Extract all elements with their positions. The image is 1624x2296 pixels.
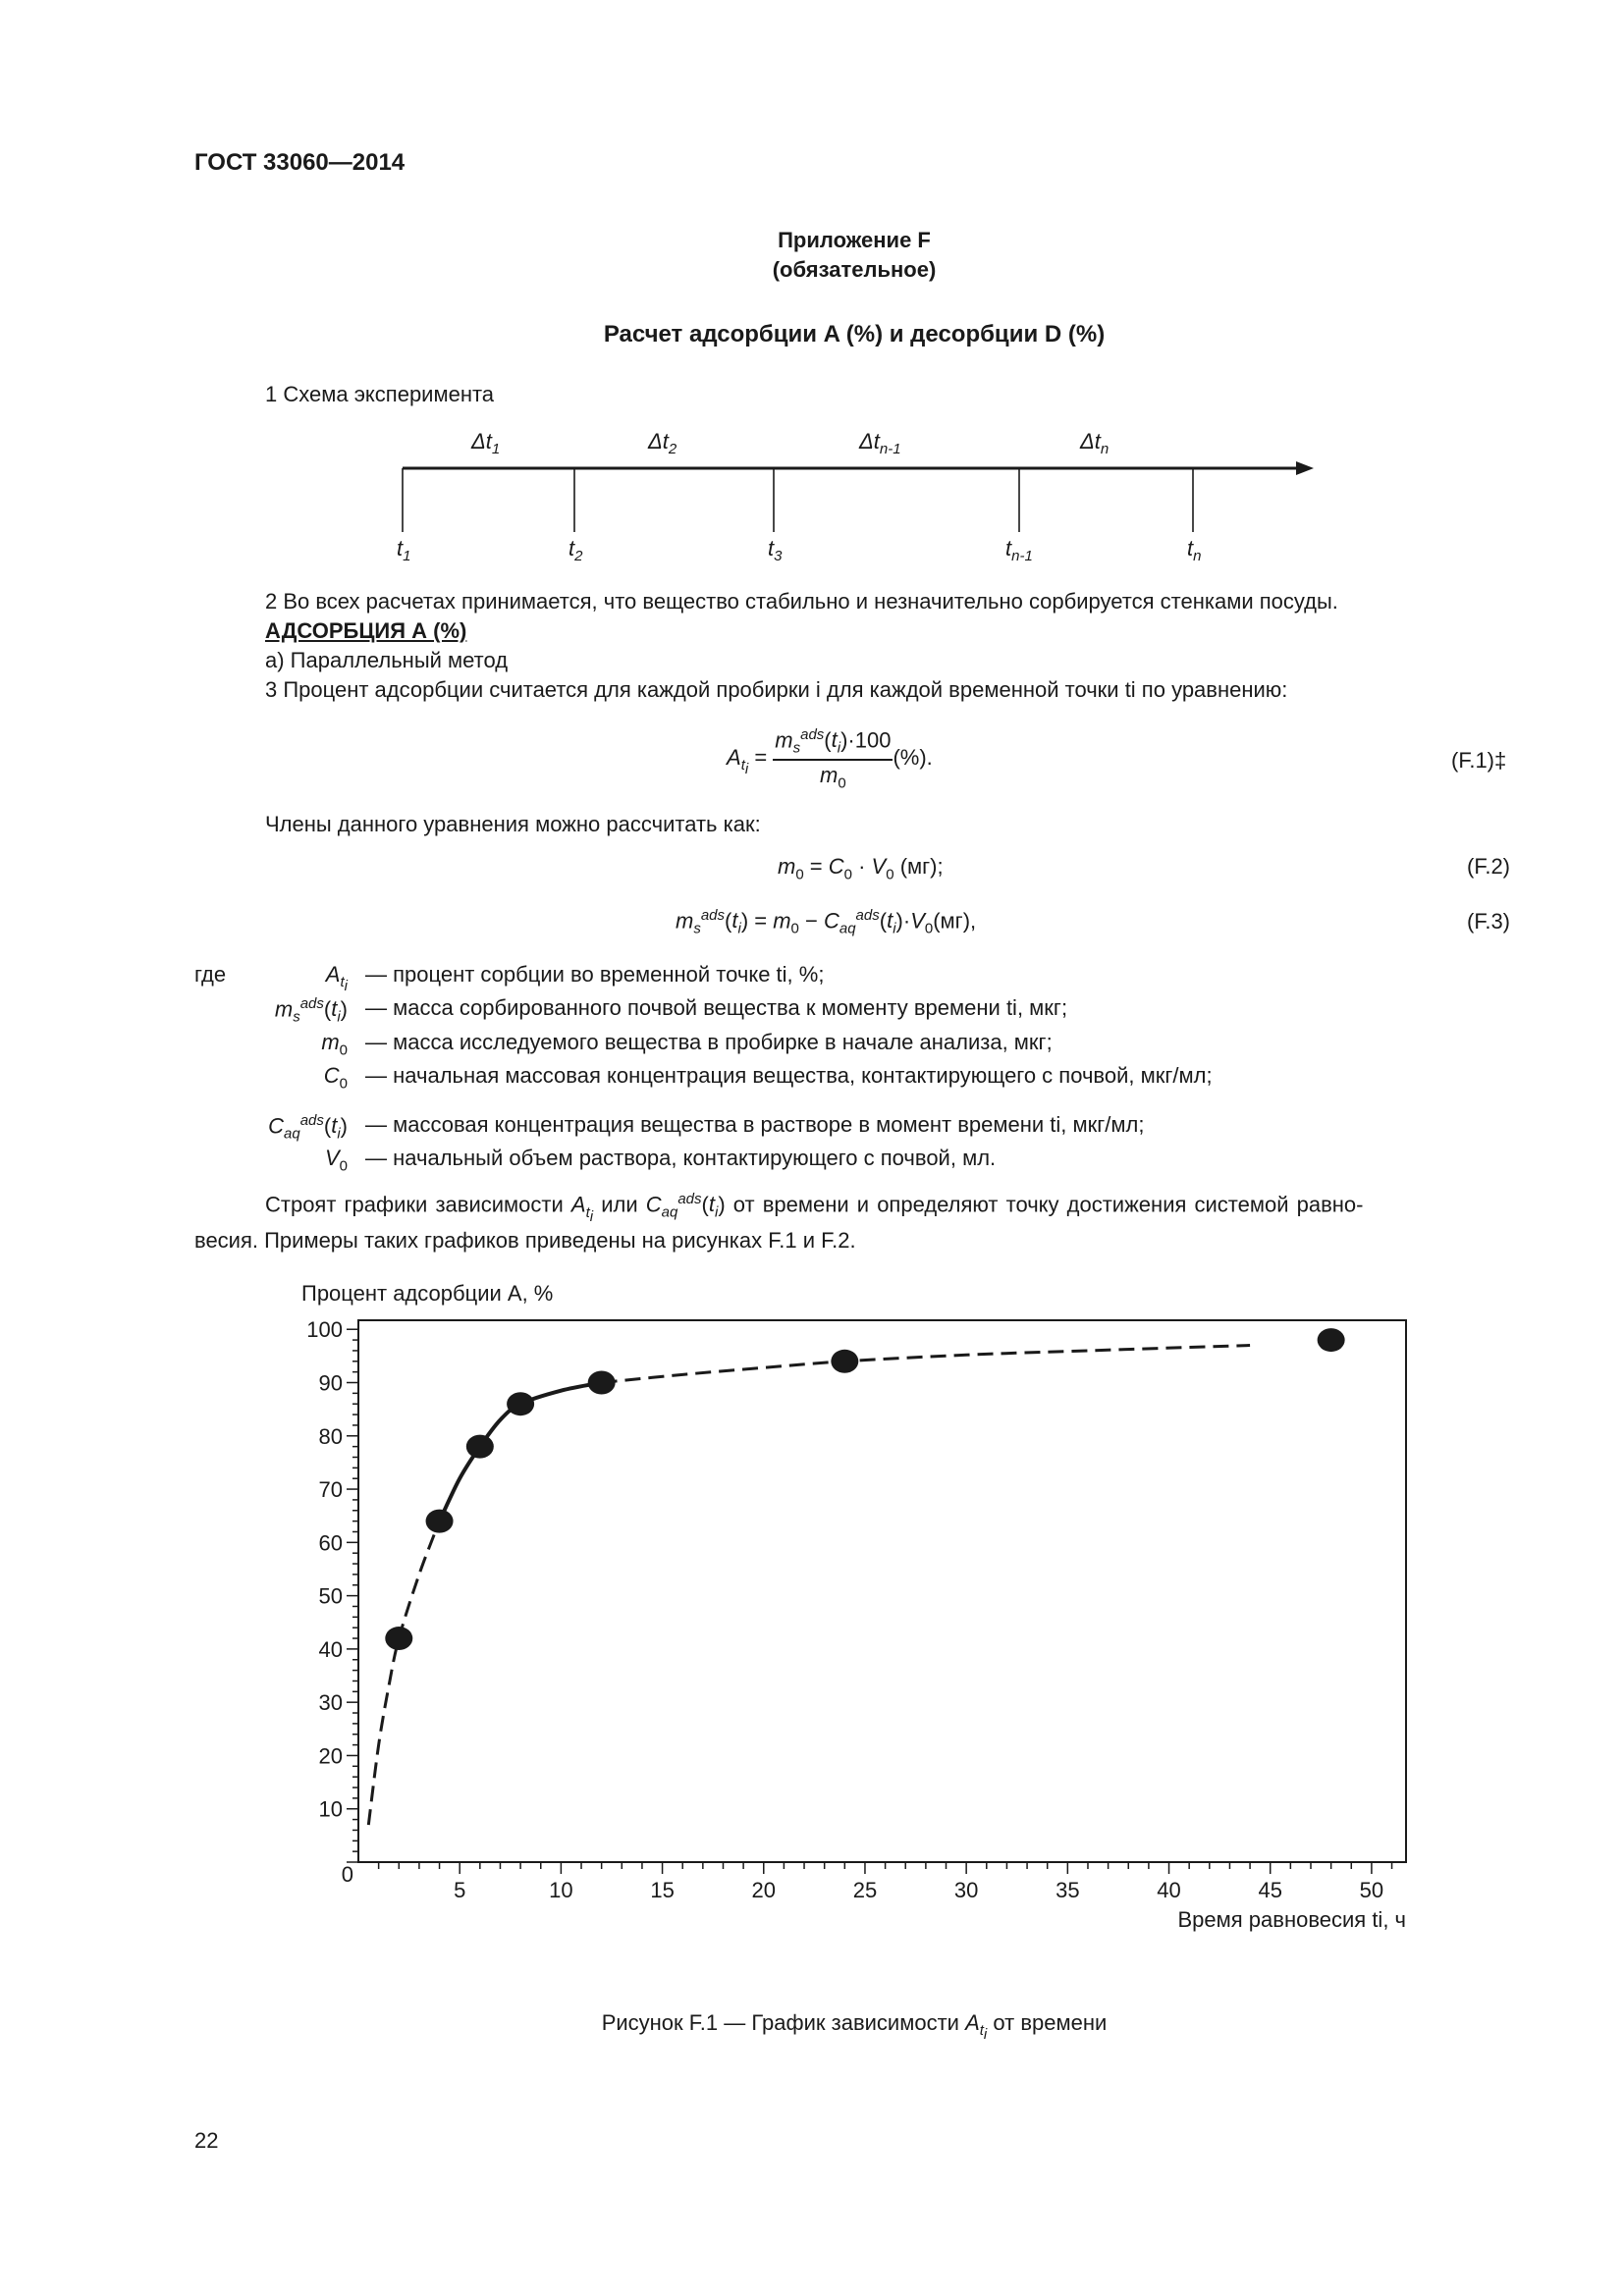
y-tick-label: 0: [342, 1862, 353, 1887]
y-tick-label: 80: [319, 1424, 343, 1449]
definition-text: — массовая концентрация вещества в раств…: [365, 1112, 1145, 1137]
definition-row: msads(ti) — масса сорбированного почвой …: [0, 995, 1624, 1026]
definition-row: Caqads(ti) — массовая концентрация вещес…: [0, 1112, 1624, 1143]
adsorption-heading: АДСОРБЦИЯ А (%): [265, 618, 467, 643]
definition-term: Ati: [325, 962, 348, 995]
x-tick-label: 35: [1056, 1878, 1079, 1902]
definition-text: — начальная массовая концентрация вещест…: [365, 1063, 1213, 1088]
definition-term: Caqads(ti): [268, 1112, 348, 1143]
equation-f1: Ati = msads(ti)·100 m0 (%).: [727, 726, 933, 792]
figure-caption: Рисунок F.1 — График зависимости Ati от …: [601, 2010, 1108, 2044]
fit-curve-solid: [437, 1380, 603, 1522]
timeline-arrow-icon: [1296, 461, 1314, 475]
point-label: t1: [397, 536, 410, 564]
equation-f3: msads(ti) = m0 − Caqads(ti)·V0(мг),: [676, 907, 977, 937]
data-point: [831, 1349, 859, 1373]
definition-text: — процент сорбции во временной точке ti,…: [365, 962, 825, 987]
plots-paragraph-line2: весия. Примеры таких графиков приведены …: [194, 1228, 856, 1253]
data-point: [425, 1509, 454, 1533]
point-label: t3: [768, 536, 783, 564]
interval-label: Δt2: [647, 429, 677, 457]
standard-header: ГОСТ 33060—2014: [194, 149, 406, 176]
fit-curve-dashed: [366, 1521, 441, 1826]
point-label: tn: [1187, 536, 1201, 564]
y-tick-label: 60: [319, 1530, 343, 1555]
plot-frame: [357, 1319, 1407, 1863]
y-tick-label: 50: [319, 1584, 343, 1609]
x-tick-label: 25: [853, 1878, 877, 1902]
definition-term: V0: [324, 1146, 348, 1175]
definition-row: V0 — начальный объем раствора, контактир…: [0, 1146, 1624, 1175]
y-tick-label: 40: [319, 1637, 343, 1662]
y-tick-label: 10: [319, 1797, 343, 1822]
interval-label: Δt1: [470, 429, 500, 457]
equation-f2-label: (F.2): [1467, 854, 1510, 879]
equation-f3-label: (F.3): [1467, 909, 1510, 934]
plots-paragraph-line1: Строят графики зависимости Ati или Caqad…: [265, 1191, 1364, 1225]
definition-term: msads(ti): [274, 995, 348, 1026]
x-tick-label: 45: [1258, 1878, 1281, 1902]
definition-term: C0: [323, 1063, 348, 1093]
page-title: Расчет адсорбции A (%) и десорбции D (%): [603, 321, 1106, 347]
data-point: [465, 1434, 494, 1459]
experiment-timeline: Δt1 Δt2 Δtn-1 Δtn t1 t2 t3 tn-1 tn: [397, 429, 1314, 564]
x-tick-label: 10: [549, 1878, 572, 1902]
section-1-heading: 1 Схема эксперимента: [265, 382, 495, 406]
definition-text: — масса исследуемого вещества в пробирке…: [365, 1030, 1053, 1054]
x-tick-label: 40: [1157, 1878, 1180, 1902]
section-3-text: 3 Процент адсорбции считается для каждой…: [265, 677, 1288, 702]
adsorption-chart: 0 10 20 30 40 50 60 70 80 90 100 5 10 15 20 25 30 35 40 45 5…: [301, 1281, 1407, 1932]
definition-term: m0: [321, 1030, 348, 1059]
data-point: [1317, 1328, 1345, 1353]
x-tick-label: 5: [454, 1878, 465, 1902]
point-label: t2: [568, 536, 583, 564]
appendix-label: Приложение F: [778, 228, 931, 252]
y-axis-label: Процент адсорбции A, %: [301, 1281, 553, 1306]
x-axis-label: Время равновесия ti, ч: [1177, 1907, 1406, 1932]
x-tick-label: 30: [954, 1878, 978, 1902]
y-tick-label: 90: [319, 1371, 343, 1396]
definition-row: m0 — масса исследуемого вещества в проби…: [0, 1030, 1624, 1059]
appendix-status: (обязательное): [772, 257, 937, 282]
method-a: а) Параллельный метод: [265, 648, 509, 672]
x-tick-label: 50: [1360, 1878, 1383, 1902]
y-tick-label: 30: [319, 1690, 343, 1715]
equation-f2: m0 = C0 · V0 (мг);: [778, 854, 944, 883]
data-point: [507, 1392, 535, 1416]
equation-f1-label: (F.1)‡: [1451, 748, 1507, 773]
interval-label: Δtn-1: [858, 429, 901, 457]
data-point: [587, 1370, 616, 1395]
point-label: tn-1: [1005, 536, 1033, 564]
y-tick-label: 100: [306, 1317, 343, 1342]
page-number: 22: [194, 2128, 219, 2153]
interval-label: Δtn: [1079, 429, 1109, 457]
members-intro: Члены данного уравнения можно рассчитать…: [265, 812, 761, 836]
definition-row: Ati — процент сорбции во временной точке…: [0, 962, 1624, 995]
definition-text: — масса сорбированного почвой вещества к…: [365, 995, 1068, 1020]
definition-row: C0 — начальная массовая концентрация вещ…: [0, 1063, 1624, 1093]
x-tick-label: 15: [650, 1878, 674, 1902]
y-tick-label: 20: [319, 1743, 343, 1768]
y-tick-label: 70: [319, 1477, 343, 1502]
x-tick-label: 20: [752, 1878, 776, 1902]
definition-text: — начальный объем раствора, контактирующ…: [365, 1146, 997, 1170]
section-2-text: 2 Во всех расчетах принимается, что веще…: [265, 589, 1338, 614]
where-label: где: [194, 962, 227, 987]
data-point: [385, 1627, 413, 1651]
fit-curve-dashed: [601, 1344, 1251, 1384]
